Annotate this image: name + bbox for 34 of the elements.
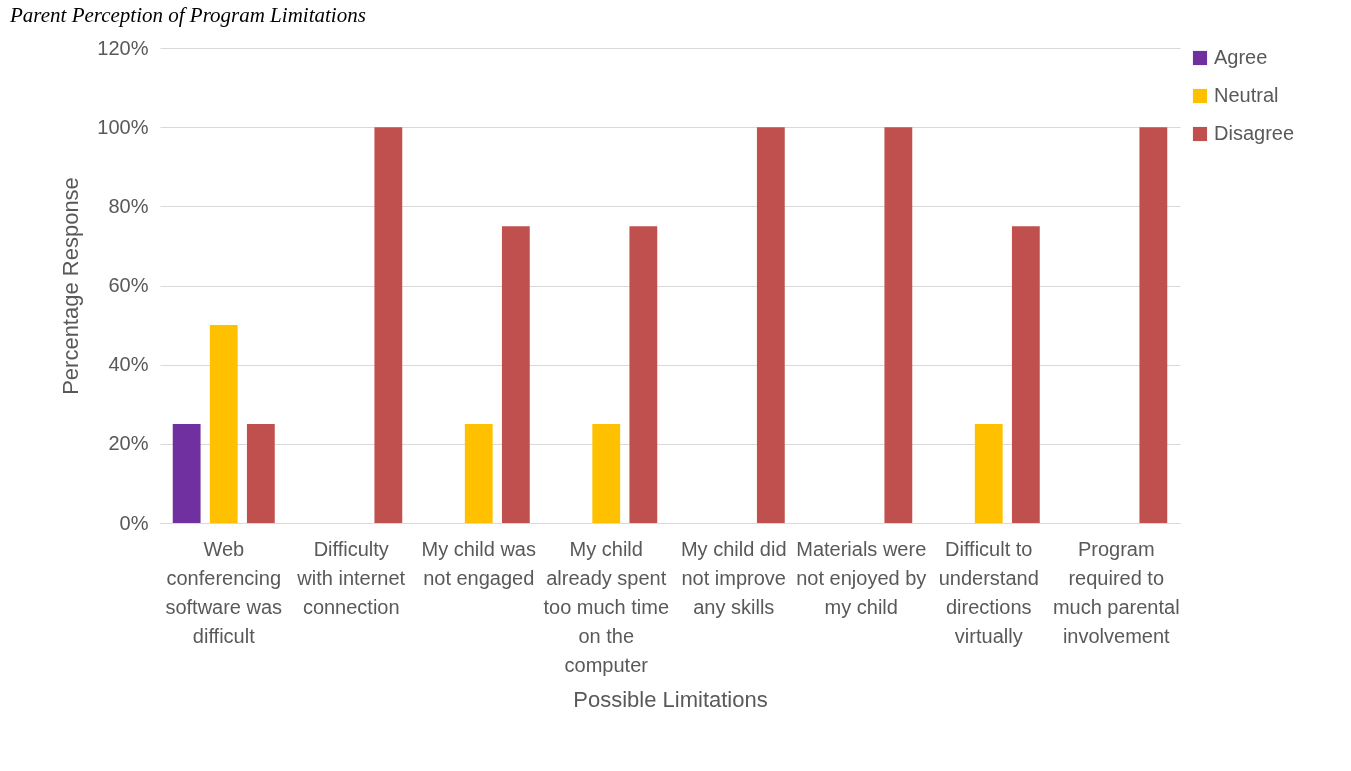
x-tick-label: Materials were not enjoyed by my child xyxy=(796,537,927,618)
bar xyxy=(629,226,658,523)
x-tick-label: My child was not engaged xyxy=(421,537,536,589)
bar xyxy=(172,424,201,523)
x-tick-label: Program required to much parental involvement xyxy=(1052,537,1180,647)
x-tick-label: My child did not improve any skills xyxy=(680,537,787,618)
bar xyxy=(592,424,621,523)
y-tick-label: 100% xyxy=(97,115,149,138)
y-tick-label: 80% xyxy=(108,194,149,217)
y-tick-label: 40% xyxy=(108,353,149,376)
bar xyxy=(246,424,275,523)
y-tick-label: 120% xyxy=(97,36,149,59)
x-tick-label: Difficult to understand directions virtually xyxy=(938,537,1039,647)
bar xyxy=(501,226,530,523)
x-tick-label: My child already spent too much time on the computer xyxy=(543,537,670,676)
bar xyxy=(884,127,913,523)
y-tick-label: 20% xyxy=(108,432,149,455)
bar xyxy=(374,127,403,523)
x-axis-title: Possible Limitations xyxy=(573,686,768,712)
bar xyxy=(1139,127,1168,523)
legend-label: Neutral xyxy=(1214,84,1279,106)
bar xyxy=(756,127,785,523)
y-tick-label: 60% xyxy=(108,274,149,296)
chart-title: Parent Perception of Program Limitations xyxy=(9,3,366,27)
legend-label: Agree xyxy=(1214,46,1268,68)
bar xyxy=(464,424,493,523)
y-tick-label: 0% xyxy=(119,511,149,534)
y-axis-title: Percentage Response xyxy=(58,177,84,395)
bar xyxy=(1011,226,1040,523)
x-tick-label: Web conferencing software was difficult xyxy=(165,537,283,647)
bar xyxy=(974,424,1003,523)
legend-label: Disagree xyxy=(1214,122,1295,144)
bar xyxy=(209,325,238,523)
x-tick-label: Difficulty with internet connection xyxy=(296,537,406,618)
